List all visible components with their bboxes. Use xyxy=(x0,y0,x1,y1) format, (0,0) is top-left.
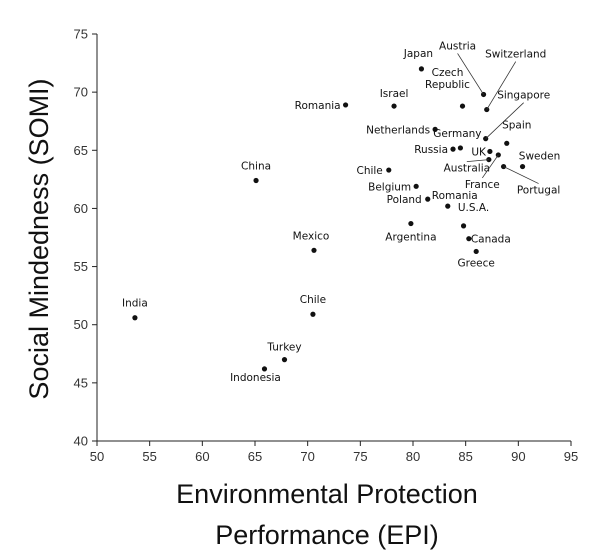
point-label: Russia xyxy=(414,144,448,156)
x-tick-label: 80 xyxy=(406,449,420,464)
leader-line xyxy=(485,102,524,139)
y-tick-label: 45 xyxy=(74,375,88,390)
x-tick-label: 90 xyxy=(511,449,525,464)
x-axis-title-line1: Environmental Protection xyxy=(176,479,478,509)
point-label: Turkey xyxy=(266,342,301,354)
point-label: U.S.A. xyxy=(458,202,489,214)
leader-line xyxy=(503,166,539,184)
y-tick-label: 40 xyxy=(74,434,88,449)
data-point xyxy=(460,223,467,229)
leader-line xyxy=(466,159,489,162)
x-tick-label: 65 xyxy=(248,449,262,464)
x-ticks: 50 55 60 65 70 75 80 85 90 95 xyxy=(90,441,578,464)
data-point xyxy=(457,145,463,151)
point-label: India xyxy=(122,298,148,310)
x-tick-label: 50 xyxy=(90,449,104,464)
y-tick-label: 50 xyxy=(74,317,88,332)
data-points xyxy=(132,66,526,372)
y-tick-label: 65 xyxy=(74,143,88,158)
data-point xyxy=(486,156,492,163)
data-point xyxy=(504,140,510,146)
data-point xyxy=(500,163,507,170)
x-tick-label: 75 xyxy=(353,449,367,464)
point-label: Netherlands xyxy=(366,124,430,136)
data-point xyxy=(425,196,431,202)
point-label: Japan xyxy=(403,48,433,60)
x-axis-title-line2: Performance (EPI) xyxy=(215,520,439,550)
data-point xyxy=(459,103,466,109)
data-point xyxy=(487,148,493,155)
point-label: Sweden xyxy=(519,151,561,163)
data-point xyxy=(495,152,501,158)
leader-line xyxy=(481,154,499,179)
x-tick-label: 95 xyxy=(564,449,578,464)
point-label: Czech Republic xyxy=(425,67,470,91)
y-axis-title: Social Mindedness (SOMI) xyxy=(24,78,54,399)
point-label: Germany xyxy=(433,128,481,140)
point-label: Chile xyxy=(356,165,382,177)
data-point xyxy=(445,203,451,209)
y-tick-label: 60 xyxy=(74,201,88,216)
leader-line xyxy=(457,53,484,95)
point-label: Argentina xyxy=(385,232,436,244)
point-label: Portugal xyxy=(517,185,561,197)
data-point xyxy=(413,183,419,189)
point-label: Greece xyxy=(458,257,495,269)
point-labels: India Indonesia Turkey China Mexico Chile Roma… xyxy=(122,40,560,383)
point-label: Israel xyxy=(380,88,409,100)
point-label: Mexico xyxy=(293,230,330,242)
y-tick-label: 75 xyxy=(74,27,88,42)
x-tick-label: 70 xyxy=(300,449,314,464)
point-label: Austria xyxy=(439,40,476,52)
point-label: Indonesia xyxy=(230,372,281,384)
data-point xyxy=(408,220,414,227)
data-point xyxy=(132,315,138,321)
data-point xyxy=(466,236,472,242)
leader-lines xyxy=(457,53,539,184)
data-point xyxy=(281,357,288,363)
point-label: Romania xyxy=(432,190,478,202)
data-point xyxy=(450,146,456,152)
leader-line xyxy=(486,61,517,110)
point-label: Belgium xyxy=(368,181,411,193)
point-label: Romania xyxy=(295,100,341,112)
point-label: France xyxy=(465,179,500,191)
point-label: UK xyxy=(471,146,487,158)
point-label: Chile xyxy=(300,294,326,306)
data-point xyxy=(519,163,526,170)
data-point xyxy=(386,167,392,173)
x-tick-label: 85 xyxy=(458,449,472,464)
data-point xyxy=(473,248,479,255)
data-point xyxy=(432,126,438,132)
data-point xyxy=(311,247,317,253)
data-point xyxy=(342,102,349,108)
data-point xyxy=(418,66,425,72)
point-label: Spain xyxy=(502,119,531,131)
data-point xyxy=(310,311,316,317)
point-label: Singapore xyxy=(497,90,550,102)
data-point xyxy=(261,366,268,372)
point-label: China xyxy=(241,161,271,173)
x-tick-label: 55 xyxy=(142,449,156,464)
point-label: Canada xyxy=(471,234,511,246)
data-point xyxy=(391,103,397,109)
x-tick-label: 60 xyxy=(195,449,209,464)
y-tick-label: 55 xyxy=(74,259,88,274)
y-tick-label: 70 xyxy=(74,85,88,100)
point-label: Australia xyxy=(444,163,490,175)
y-ticks: 40 45 50 55 60 65 70 75 xyxy=(74,27,97,449)
point-label: Poland xyxy=(387,194,422,206)
data-point xyxy=(253,177,259,184)
point-label: Switzerland xyxy=(485,49,546,61)
